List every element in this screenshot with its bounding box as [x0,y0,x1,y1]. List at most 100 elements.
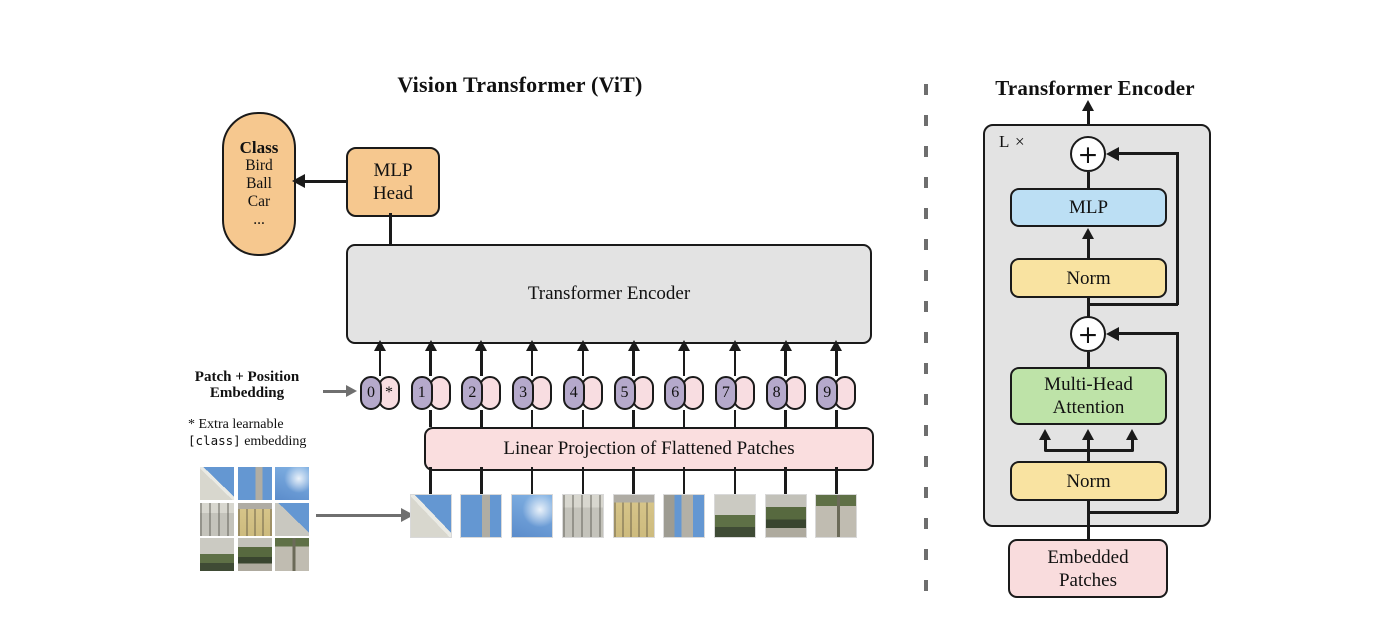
position-embedding-pill: 8 [765,376,788,410]
position-embedding-pill: 9 [816,376,839,410]
source-image-cell-3 [275,467,309,500]
arrow-token-to-encoder-line [480,349,483,376]
token-4: 4 [562,376,603,410]
linear-projection-box: Linear Projection of Flattened Patches [424,427,874,471]
qkv-center-arrow-head [1082,429,1094,440]
token-0: * 0 [360,376,400,410]
qkv-right-line [1131,439,1134,451]
arrow-token-to-encoder-head [374,340,386,351]
arrow-token-to-encoder-line [682,349,686,376]
position-embedding-pill: 4 [562,376,585,410]
mlp-head-line2: Head [372,183,414,204]
line-projection-to-patch [733,467,737,494]
position-embedding-pill: 6 [664,376,687,410]
position-index: 8 [772,384,781,401]
line-projection-to-patch [682,467,686,494]
image-patch-3 [511,494,554,538]
plus-icon: + [1077,139,1099,169]
class-output-pill: Class Bird Ball Car ... [222,112,296,256]
linear-projection-label: Linear Projection of Flattened Patches [503,438,795,459]
multi-head-attention-block: Multi-Head Attention [1010,367,1167,425]
line-token-to-projection [581,410,585,427]
line-token-to-projection [480,410,483,427]
residual2-top-line [1117,332,1178,335]
line-projection-to-patch [784,467,787,494]
position-embedding-pill: 2 [461,376,484,410]
line-projection-to-patch [632,467,635,494]
class-pill-header: Class [239,138,279,157]
token-9: 9 [816,376,857,410]
image-patch-1 [409,494,452,538]
residual-add-circle-top: + [1070,136,1106,172]
image-patch-4 [561,494,604,538]
arrow-token-to-encoder-head [728,340,741,351]
arrow-token-to-encoder-head [678,340,691,351]
position-index: 4 [569,384,578,401]
residual1-top-line [1117,152,1178,155]
image-to-patches-arrow-line [316,514,401,517]
image-patch-9 [815,494,858,538]
image-patch-8 [764,494,807,538]
mlp-head-box: MLP Head [346,147,440,217]
arrow-token-to-encoder-line [733,349,737,376]
token-7: 7 [714,376,755,410]
arrow-token-to-encoder-head [627,340,640,351]
position-index: 5 [620,384,629,401]
line-token-to-projection [784,410,787,427]
arrow-mlphead-to-class-line [303,180,346,183]
arrow-token-to-encoder-head [830,340,843,351]
line-projection-to-patch [429,467,432,494]
residual-add-circle-bottom: + [1070,316,1106,352]
transformer-encoder-box: Transformer Encoder [346,244,872,344]
arrow-token-to-encoder-line [835,349,838,376]
position-embedding-pill: 3 [512,376,535,410]
position-index: 3 [519,384,528,401]
position-embedding-pill: 7 [714,376,737,410]
source-image-cell-2 [237,467,272,500]
section-divider-dashed-line [924,84,928,596]
image-patch-7 [713,494,756,538]
patch-position-embedding-label: Patch + Position Embedding [194,369,300,401]
class-pill-item: Bird [245,157,273,174]
note-line2: [class] embedding [188,432,307,449]
residual1-bottom-line [1089,303,1178,306]
qkv-right-arrow-head [1126,429,1138,440]
image-patch-5 [612,494,655,538]
qkv-left-arrow-head [1039,429,1051,440]
right-diagram-title: Transformer Encoder [995,76,1195,100]
line-token-to-projection [682,410,686,427]
arrow-token-to-encoder-line [530,349,534,376]
token-6: 6 [664,376,705,410]
source-image-cell-6 [275,502,309,536]
arrow-token-to-encoder-line [378,349,382,376]
line-projection-to-patch [835,467,838,494]
source-image-cell-8 [237,538,272,571]
arrow-token-to-encoder-head [576,340,589,351]
source-image-cell-5 [237,502,272,536]
residual2-arrow-head [1106,327,1119,341]
arrow-token-to-encoder-line [632,349,635,376]
arrow-token-to-encoder-line [784,349,787,376]
class-pill-item: Car [247,193,271,210]
mlp-head-line1: MLP [373,160,413,181]
class-token-note: * Extra learnable [class] embedding [188,417,306,449]
arrow-token-to-encoder-head [526,340,539,351]
position-embedding-pill: 0 [360,376,382,410]
label-arrow-head [346,385,357,397]
position-index: 0 [367,384,375,401]
residual1-arrow-head [1106,147,1119,161]
token-1: 1 [410,376,451,410]
line-plus1-to-mlp [1087,172,1090,189]
line-token-to-projection [835,410,838,427]
token-5: 5 [613,376,654,410]
arrow-norm1-to-mlp-line [1087,236,1090,258]
arrow-norm1-to-mlp-head [1082,228,1094,239]
encoder-output-arrow-head [1082,100,1094,111]
source-image-cell-7 [200,538,234,571]
position-index: 2 [468,384,477,401]
position-index: 9 [823,384,832,401]
image-patch-2 [460,494,503,538]
position-index: 7 [721,384,730,401]
norm-block-top: Norm [1010,258,1167,298]
line-projection-to-patch [530,467,534,494]
